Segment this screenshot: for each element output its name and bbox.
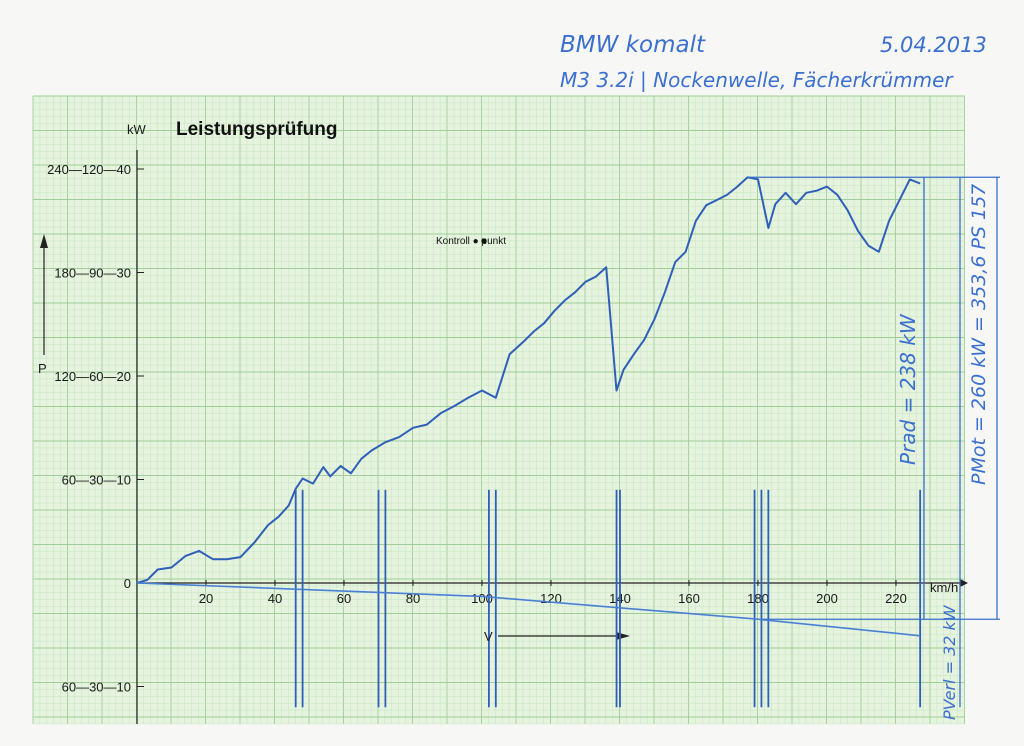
x-tick-label: 20 <box>199 591 213 606</box>
velocity-arrow-label: V <box>484 629 493 644</box>
y-tick-label: 120—60—20 <box>54 369 131 384</box>
x-tick-label: 60 <box>337 591 351 606</box>
control-point-label: Kontroll ● punkt <box>436 236 506 247</box>
unit-label: kW <box>127 122 147 137</box>
x-tick-label: 160 <box>678 591 700 606</box>
note-title: BMW komalt <box>560 32 706 58</box>
x-tick-label: 120 <box>540 591 562 606</box>
chart-title: Leistungsprüfung <box>176 119 337 140</box>
power-arrowhead <box>40 234 48 248</box>
y-tick-label: 180—90—30 <box>54 266 131 281</box>
y-axis-label: P <box>38 361 47 376</box>
note-p-verl: PVerl = 32 kW <box>940 604 959 720</box>
note-p-mot: PMot = 260 kW = 353,6 PS 157 <box>968 184 990 485</box>
x-tick-label: 80 <box>406 591 420 606</box>
power-curves <box>136 176 922 708</box>
power-curve <box>136 176 921 584</box>
control-point-dot <box>481 238 487 244</box>
x-tick-label: 180 <box>747 591 769 606</box>
y-tick-label: 60—30—10 <box>62 473 131 488</box>
note-modification: M3 3.2i | Nockenwelle, Fächerkrümmer <box>560 68 954 92</box>
graph-paper-grid <box>32 95 965 725</box>
x-tick-label: 200 <box>816 591 838 606</box>
x-tick-label: 100 <box>471 591 493 606</box>
axes <box>40 150 968 724</box>
x-tick-label: 220 <box>885 591 907 606</box>
x-axis-label: km/h <box>930 580 958 595</box>
y-tick-label: 240—120—40 <box>47 162 131 177</box>
y-tick-label: 0 <box>124 576 131 591</box>
loss-curve <box>136 582 921 637</box>
note-date: 5.04.2013 <box>880 33 987 57</box>
x-axis-arrowhead <box>960 579 968 587</box>
handwritten-annotations <box>747 176 1000 708</box>
x-tick-label: 40 <box>268 591 282 606</box>
grid-paper <box>33 96 965 724</box>
note-p-rad: Prad = 238 kW <box>896 313 920 465</box>
y-tick-label: 60—30—10 <box>62 680 131 695</box>
